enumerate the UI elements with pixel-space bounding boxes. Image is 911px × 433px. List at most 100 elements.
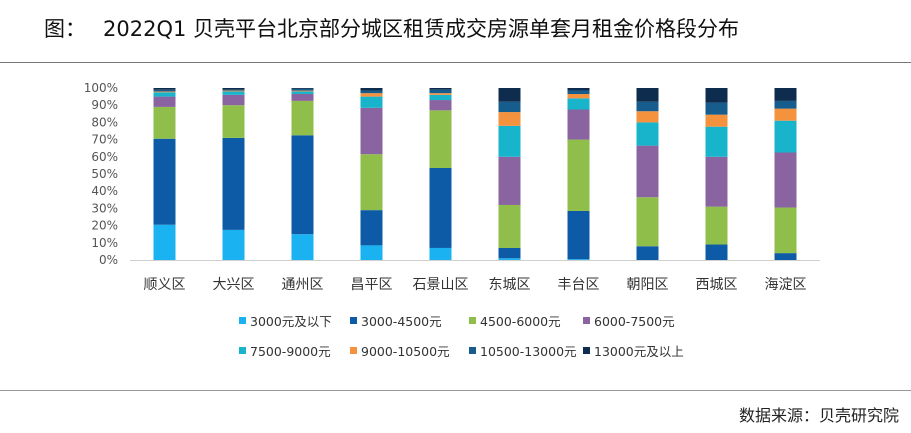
bar-segment (567, 139, 590, 211)
legend-label: 3000-4500元 (361, 314, 442, 329)
y-tick-label: 10% (91, 236, 118, 250)
y-tick-label: 80% (91, 115, 118, 129)
bar-segment (498, 258, 521, 260)
legend-label: 3000元及以下 (250, 314, 332, 329)
bar-segment (636, 101, 659, 112)
bar-segment (360, 245, 383, 260)
y-tick-label: 100% (84, 81, 118, 95)
bar-segment (498, 88, 521, 102)
bar-segment (153, 224, 176, 260)
bar-segment (291, 88, 314, 91)
legend-item: 10500-13000元 (469, 341, 577, 360)
legend-swatch (239, 317, 246, 324)
bar-segment (153, 92, 176, 97)
bar-segment (291, 135, 314, 235)
y-tick-label: 0% (99, 253, 118, 267)
bar-segment (636, 197, 659, 247)
bar-segment (222, 137, 245, 230)
bar-segment (360, 90, 383, 94)
bar-segment (498, 125, 521, 157)
bar-segment (291, 94, 314, 101)
legend-label: 6000-7500元 (594, 314, 675, 329)
bar-segment (360, 96, 383, 108)
bar-segment (222, 94, 245, 106)
stacked-bar-chart: 0% 10% 20% 30% 40% 50% 60% 70% 80% 90% 100% 顺义区 大兴区 通… (84, 81, 820, 293)
bar-segment (222, 91, 245, 95)
bar-segment (291, 88, 314, 89)
bar-segment (774, 100, 797, 109)
x-tick-label: 昌平区 (351, 277, 393, 293)
bar-segment (291, 90, 314, 92)
legend-item: 6000-7500元 (583, 311, 675, 330)
bar-segment (636, 122, 659, 146)
bar-segment (429, 247, 452, 260)
x-tick-label: 通州区 (282, 277, 324, 293)
bar-segment (222, 88, 245, 90)
legend-item: 3000元及以下 (239, 311, 332, 330)
bar-segment (705, 114, 728, 127)
bar-segment (705, 88, 728, 103)
bar-segment (498, 156, 521, 205)
x-tick-label: 石景山区 (413, 277, 469, 293)
bar-segment (291, 100, 314, 136)
bar-segment (705, 126, 728, 157)
bar-segment (360, 107, 383, 155)
bar-segment (567, 94, 590, 99)
legend-swatch (469, 317, 476, 324)
bar-segment (222, 89, 245, 91)
legend-item: 4500-6000元 (469, 311, 561, 330)
bar-segment (636, 145, 659, 198)
chart-legend: 3000元及以下 3000-4500元 4500-6000元 6000-7500元 75… (0, 311, 911, 371)
bar-segment (222, 105, 245, 138)
bar-segment (429, 100, 452, 111)
y-tick-label: 60% (91, 150, 118, 164)
bar-segment (636, 111, 659, 123)
bar-segment (360, 154, 383, 211)
bar-segment (636, 88, 659, 102)
figure-label: 图： (44, 17, 86, 41)
bar-segment (498, 112, 521, 126)
x-tick-label: 西城区 (696, 277, 738, 293)
legend-swatch (583, 347, 590, 354)
bar-segment (360, 93, 383, 97)
x-tick-label: 海淀区 (765, 277, 807, 293)
bar-segment (429, 94, 452, 101)
legend-label: 7500-9000元 (250, 344, 331, 359)
bar-segment (567, 88, 590, 91)
legend-label: 13000元及以上 (594, 344, 684, 359)
legend-label: 9000-10500元 (361, 344, 450, 359)
bar-segment (153, 88, 176, 90)
legend-item: 9000-10500元 (350, 341, 450, 360)
title-bar: 图： 2022Q1 贝壳平台北京部分城区租赁成交房源单套月租金价格段分布 (0, 0, 911, 60)
bar-segment (567, 90, 590, 95)
bar-segment (567, 210, 590, 260)
bar-segment (291, 91, 314, 95)
bar-segment (498, 247, 521, 259)
bar-segment (636, 246, 659, 260)
bar-segment (153, 106, 176, 139)
bar-segment (429, 110, 452, 168)
bar-segment (291, 234, 314, 260)
bar-segment (774, 88, 797, 101)
legend-swatch (583, 317, 590, 324)
legend-item: 7500-9000元 (239, 341, 331, 360)
y-tick-label: 30% (91, 201, 118, 215)
y-tick-label: 90% (91, 98, 118, 112)
bottom-divider (0, 390, 911, 391)
bar-segment (222, 90, 245, 92)
bar-segment (567, 98, 590, 110)
x-tick-label: 顺义区 (144, 277, 186, 293)
bar-segment (429, 88, 452, 90)
bar-segment (153, 96, 176, 107)
legend-label: 4500-6000元 (480, 314, 561, 329)
legend-item: 3000-4500元 (350, 311, 442, 330)
bar-segment (153, 89, 176, 92)
legend-item: 13000元及以上 (583, 341, 684, 360)
bar-segment (498, 101, 521, 113)
bar-segment (705, 102, 728, 115)
bar-segment (705, 206, 728, 245)
bar-segment (705, 244, 728, 260)
x-tick-label: 朝阳区 (627, 277, 669, 293)
chart-title: 2022Q1 贝壳平台北京部分城区租赁成交房源单套月租金价格段分布 (103, 17, 740, 41)
data-source: 数据来源：贝壳研究院 (738, 406, 899, 425)
